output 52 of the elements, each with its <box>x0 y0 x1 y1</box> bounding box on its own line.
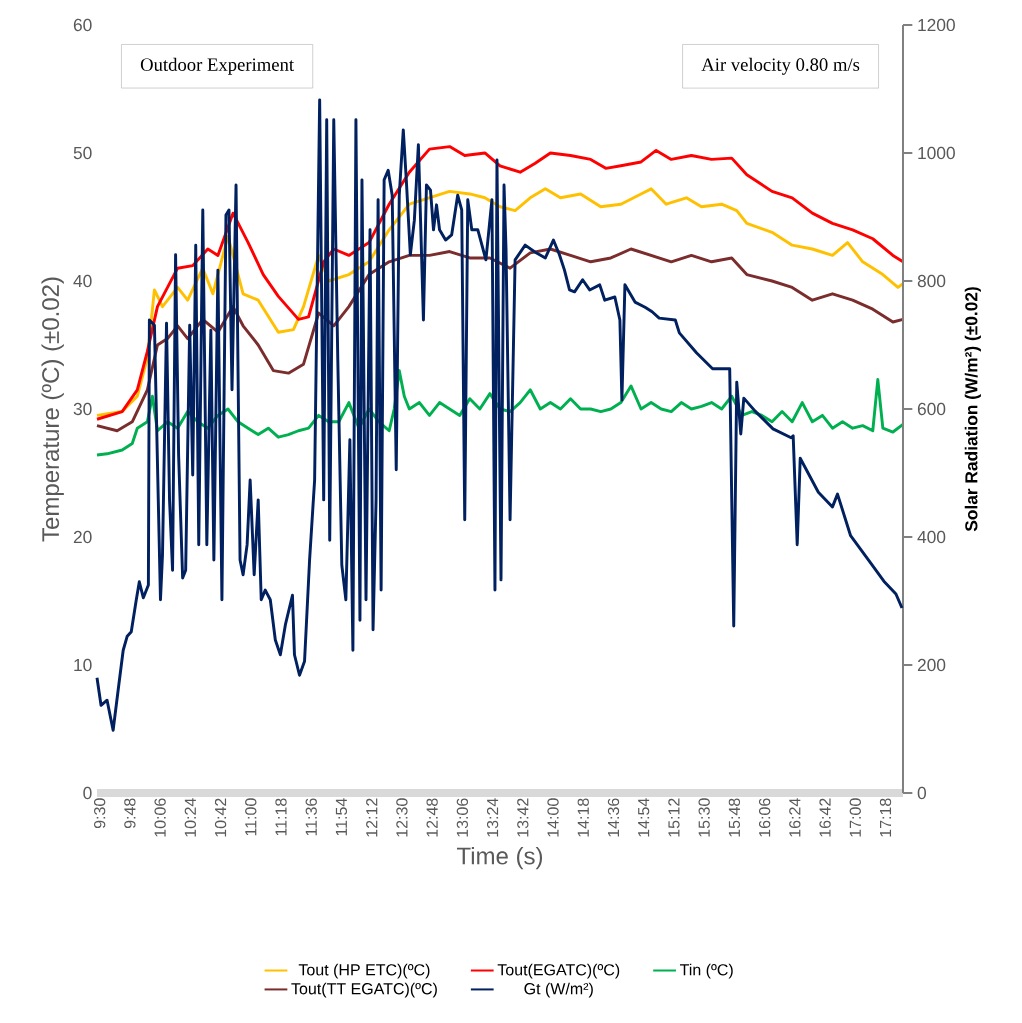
x-tick-label: 11:54 <box>335 798 348 836</box>
y2-tick-label: 1000 <box>918 146 955 160</box>
x-tick-label: 13:24 <box>486 798 499 837</box>
x-tick-label: 14:54 <box>638 798 650 837</box>
x-tick-label: 11:00 <box>245 798 257 836</box>
x-tick-label: 13:42 <box>517 798 529 837</box>
y-tick-label: 60 <box>73 18 92 32</box>
x-tick-label: 9:30 <box>94 798 106 829</box>
legend-label: Tout(EGATC)(ºC) <box>497 963 620 979</box>
y-tick-label: 40 <box>73 274 92 288</box>
x-tick-label: 16:24 <box>789 798 801 837</box>
x-tick-label: 14:36 <box>607 798 620 837</box>
x-tick-label: 12:30 <box>396 798 408 837</box>
x-tick-label: 9:48 <box>124 798 136 829</box>
legend-label: Gt (W/m²) <box>524 982 593 998</box>
x-tick-label: 16:06 <box>758 798 771 837</box>
y-tick-label: 0 <box>83 786 92 800</box>
x-tick-label: 14:00 <box>547 798 559 837</box>
y-tick-label: 30 <box>73 402 92 416</box>
annotation: Air velocity 0.80 m/s <box>701 57 860 75</box>
legend-label: Tout(TT EGATC)(ºC) <box>291 982 437 998</box>
x-tick-label: 14:18 <box>577 798 589 837</box>
y-tick-label: 10 <box>74 658 92 672</box>
y2-tick-label: 200 <box>917 658 946 672</box>
line-series <box>95 98 904 732</box>
x-axis-title: Time (s) <box>456 846 543 870</box>
x-tick-label: 15:30 <box>698 798 710 837</box>
x-tick-label: 12:48 <box>426 798 438 837</box>
y-axis-title: Temperature (ºC) (±0.02) <box>41 277 64 542</box>
legend-label: Tin (ºC) <box>679 963 733 979</box>
y2-axis-title: Solar Radiation (W/m²) (±0.02) <box>964 287 981 532</box>
y-tick-label: 50 <box>73 146 92 160</box>
x-tick-label: 10:24 <box>184 798 196 837</box>
y2-tick-label: 0 <box>917 786 927 800</box>
x-tick-label: 11:18 <box>275 798 287 836</box>
x-tick-label: 15:48 <box>728 798 741 837</box>
y2-tick-label: 800 <box>917 274 946 288</box>
x-tick-label: 10:06 <box>154 798 166 837</box>
x-tick-label: 13:06 <box>456 798 469 837</box>
x-tick-label: 10:42 <box>214 798 227 837</box>
x-tick-label: 16:42 <box>819 798 831 837</box>
y2-tick-label: 600 <box>917 402 946 416</box>
x-tick-label: 12:12 <box>366 798 378 837</box>
x-tick-label: 17:18 <box>879 798 892 837</box>
legend-label: Tout (HP ETC)(ºC) <box>298 963 430 979</box>
annotation: Outdoor Experiment <box>140 57 294 75</box>
x-tick-label: 15:12 <box>668 798 680 837</box>
y-tick-label: 20 <box>73 530 92 544</box>
x-tick-label: 11:36 <box>305 798 317 836</box>
y2-tick-label: 400 <box>917 530 946 544</box>
y2-tick-label: 1200 <box>918 18 955 32</box>
x-tick-label: 17:00 <box>849 798 861 837</box>
